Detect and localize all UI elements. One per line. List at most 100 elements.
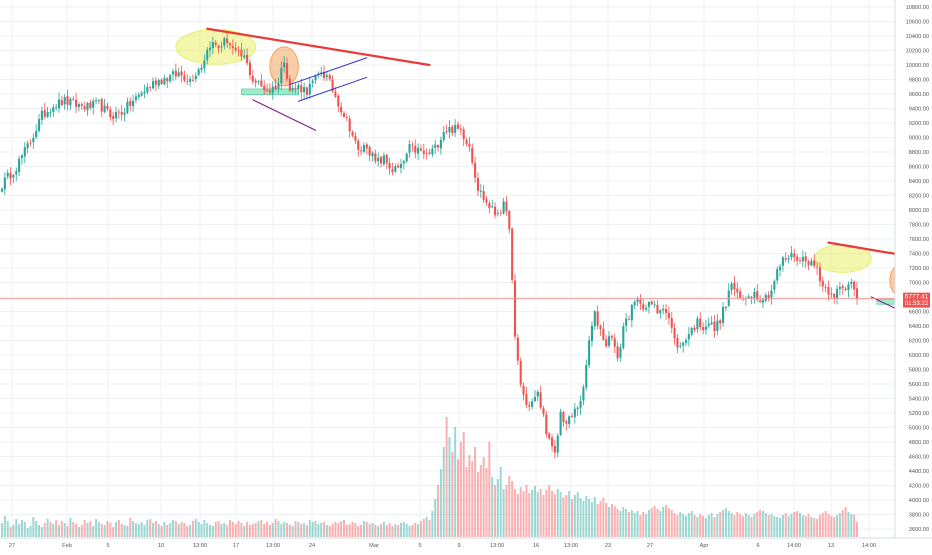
candle-body[interactable] <box>275 86 277 90</box>
candle-body[interactable] <box>389 163 391 168</box>
candle-body[interactable] <box>665 309 667 313</box>
candle-body[interactable] <box>32 138 34 142</box>
candle-body[interactable] <box>825 287 827 288</box>
candle-body[interactable] <box>420 149 422 151</box>
candle-body[interactable] <box>229 44 231 46</box>
candle-body[interactable] <box>349 119 351 132</box>
candle-body[interactable] <box>121 112 123 115</box>
candle-body[interactable] <box>457 125 459 129</box>
candle-body[interactable] <box>81 104 83 106</box>
candle-body[interactable] <box>719 320 721 323</box>
candle-body[interactable] <box>628 319 630 320</box>
candle-body[interactable] <box>377 158 379 162</box>
candle-body[interactable] <box>585 365 587 388</box>
candle-body[interactable] <box>833 294 835 298</box>
candle-body[interactable] <box>312 81 314 83</box>
candle-body[interactable] <box>346 117 348 118</box>
candle-body[interactable] <box>86 103 88 110</box>
candle-body[interactable] <box>394 166 396 171</box>
candle-body[interactable] <box>765 295 767 301</box>
candle-body[interactable] <box>434 145 436 148</box>
candle-body[interactable] <box>352 132 354 136</box>
candle-body[interactable] <box>218 45 220 47</box>
candle-body[interactable] <box>545 414 547 434</box>
candle-body[interactable] <box>548 434 550 439</box>
candle-body[interactable] <box>363 145 365 152</box>
candle-body[interactable] <box>84 106 86 109</box>
candle-body[interactable] <box>542 408 544 414</box>
candle-body[interactable] <box>343 113 345 117</box>
candle-body[interactable] <box>674 328 676 338</box>
candle-body[interactable] <box>386 155 388 164</box>
candle-body[interactable] <box>494 207 496 216</box>
candle-body[interactable] <box>642 304 644 309</box>
candle-body[interactable] <box>158 80 160 86</box>
candle-body[interactable] <box>152 81 154 88</box>
candle-body[interactable] <box>337 96 339 106</box>
candle-body[interactable] <box>594 311 596 326</box>
candle-body[interactable] <box>477 178 479 191</box>
candle-body[interactable] <box>138 95 140 97</box>
candle-body[interactable] <box>531 401 533 406</box>
candle-body[interactable] <box>511 229 513 280</box>
candle-body[interactable] <box>614 338 616 346</box>
candle-body[interactable] <box>47 112 49 117</box>
candle-body[interactable] <box>463 129 465 139</box>
candle-body[interactable] <box>366 144 368 148</box>
candle-body[interactable] <box>634 302 636 305</box>
candle-body[interactable] <box>143 92 145 94</box>
candle-body[interactable] <box>668 313 670 319</box>
candle-body[interactable] <box>104 106 106 113</box>
candle-body[interactable] <box>203 60 205 68</box>
candle-body[interactable] <box>369 147 371 155</box>
candle-body[interactable] <box>639 300 641 304</box>
candle-body[interactable] <box>711 322 713 324</box>
candle-body[interactable] <box>27 143 29 148</box>
candle-body[interactable] <box>785 258 787 259</box>
candle-body[interactable] <box>748 296 750 297</box>
candle-body[interactable] <box>409 144 411 153</box>
candle-body[interactable] <box>7 173 9 177</box>
candle-body[interactable] <box>645 308 647 310</box>
candle-body[interactable] <box>685 340 687 343</box>
candle-body[interactable] <box>565 421 567 423</box>
candle-body[interactable] <box>537 392 539 397</box>
candle-body[interactable] <box>280 68 282 83</box>
candle-body[interactable] <box>189 79 191 82</box>
candle-body[interactable] <box>554 446 556 453</box>
candle-body[interactable] <box>788 258 790 259</box>
candle-body[interactable] <box>488 203 490 208</box>
candle-body[interactable] <box>688 334 690 339</box>
candle-body[interactable] <box>309 84 311 95</box>
candle-body[interactable] <box>827 287 829 294</box>
candle-body[interactable] <box>582 387 584 401</box>
candle-body[interactable] <box>722 307 724 323</box>
candle-body[interactable] <box>360 151 362 152</box>
candle-body[interactable] <box>297 85 299 89</box>
candle-body[interactable] <box>847 284 849 290</box>
candle-body[interactable] <box>12 175 14 177</box>
candle-body[interactable] <box>802 257 804 262</box>
candle-body[interactable] <box>235 48 237 51</box>
candle-body[interactable] <box>588 340 590 365</box>
candle-body[interactable] <box>55 107 57 108</box>
candle-body[interactable] <box>733 283 735 289</box>
candle-body[interactable] <box>374 154 376 162</box>
candle-body[interactable] <box>24 147 26 156</box>
candle-body[interactable] <box>622 326 624 348</box>
candle-body[interactable] <box>300 85 302 92</box>
candle-body[interactable] <box>856 288 858 298</box>
candle-body[interactable] <box>631 305 633 320</box>
candle-body[interactable] <box>306 87 308 94</box>
candle-body[interactable] <box>383 155 385 164</box>
candle-body[interactable] <box>819 267 821 281</box>
candle-body[interactable] <box>808 261 810 265</box>
candle-body[interactable] <box>186 81 188 82</box>
candle-body[interactable] <box>768 295 770 298</box>
candle-body[interactable] <box>540 392 542 407</box>
candle-body[interactable] <box>671 318 673 328</box>
candle-body[interactable] <box>471 148 473 163</box>
candle-body[interactable] <box>699 319 701 327</box>
candle-body[interactable] <box>10 173 12 179</box>
candle-body[interactable] <box>272 87 274 94</box>
